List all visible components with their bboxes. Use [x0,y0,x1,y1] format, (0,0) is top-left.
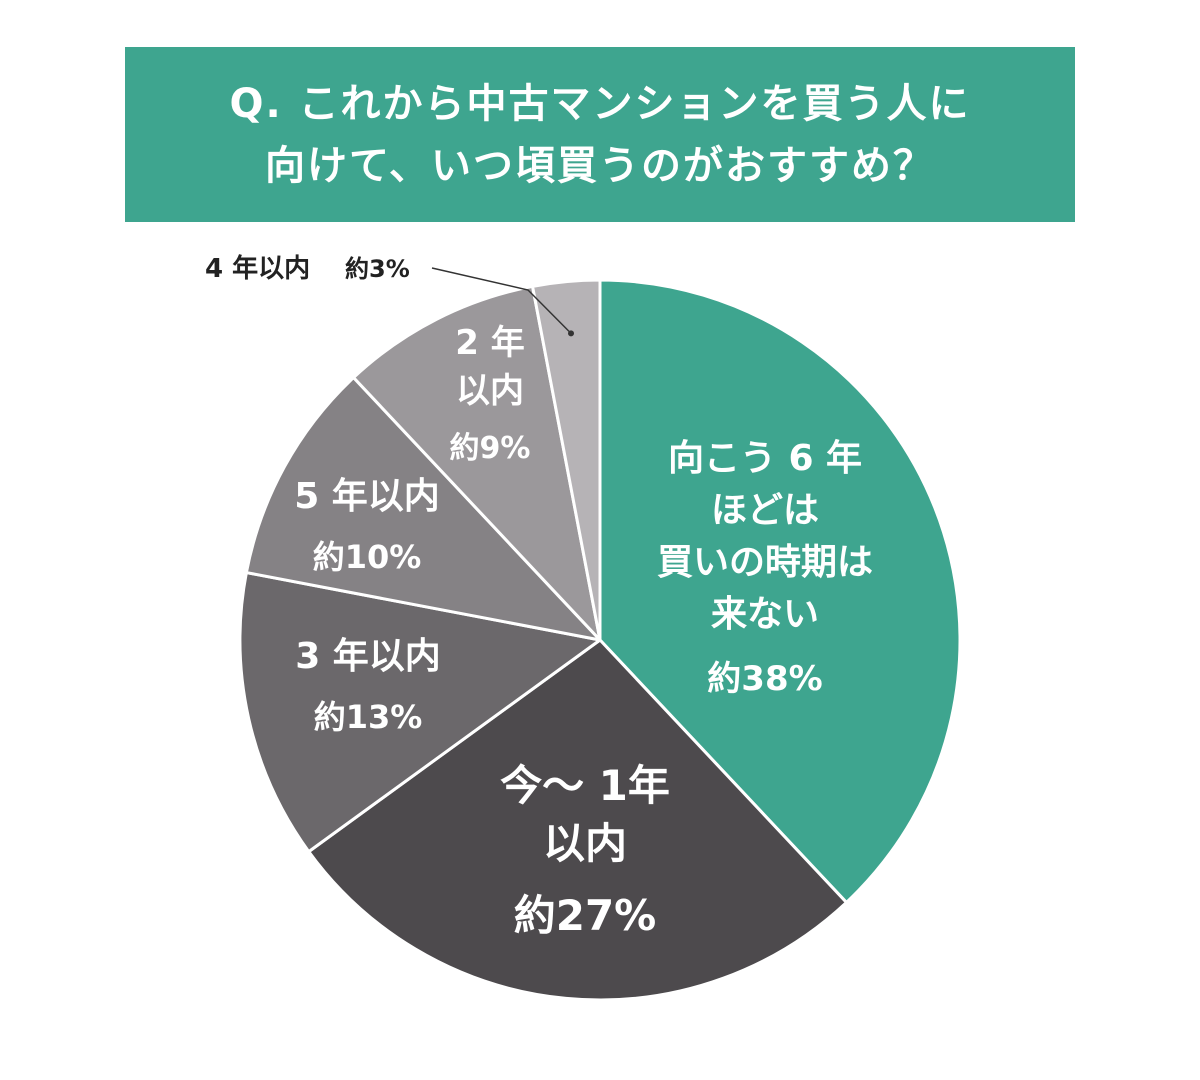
pie-slice-5 [531,278,602,642]
leader-dot-5 [568,330,575,337]
pie-slices [238,278,962,1002]
pie-value-4: 約9% [450,431,531,466]
pie-label-0-line-1: ほどは [711,490,819,531]
pie-label-3-line-0: 5 年以内 [294,476,440,517]
pie-label-0-line-0: 向こう 6 年 [668,438,862,479]
pie-slice-2 [238,571,602,854]
pie-label-0-line-2: 買いの時期は [657,542,873,583]
pie-value-1: 約27% [514,891,657,940]
pie-label-2-line-0: 3 年以内 [295,636,441,677]
pie-slice-0 [598,278,962,904]
pie-label-1-line-1: 以内 [543,819,627,868]
pie-slice-1 [307,638,848,1002]
pie-value-2: 約13% [314,698,423,736]
pie-value-0: 約38% [707,659,822,699]
pie-slice-4 [352,284,602,642]
chart-title-line-2: 向けて、いつ頃買うのがおすすめ？ [265,142,935,189]
pie-slice-3 [244,376,602,642]
pie-label-0-line-3: 来ない [711,594,819,635]
pie-value-3: 約10% [313,538,422,576]
leader-line-5 [431,267,572,334]
pie-label-5: 4 年以内 [205,253,310,284]
pie-label-4-line-0: 2 年 [455,323,525,363]
pie-label-1-line-0: 今〜 1年 [500,761,670,810]
chart-title-banner: Q. これから中古マンションを買う人に 向けて、いつ頃買うのがおすすめ？ [125,47,1075,222]
pie-label-4-line-1: 以内 [456,371,524,411]
pie-value-5: 約3% [345,255,410,283]
chart-title-line-1: Q. これから中古マンションを買う人に [229,80,971,127]
